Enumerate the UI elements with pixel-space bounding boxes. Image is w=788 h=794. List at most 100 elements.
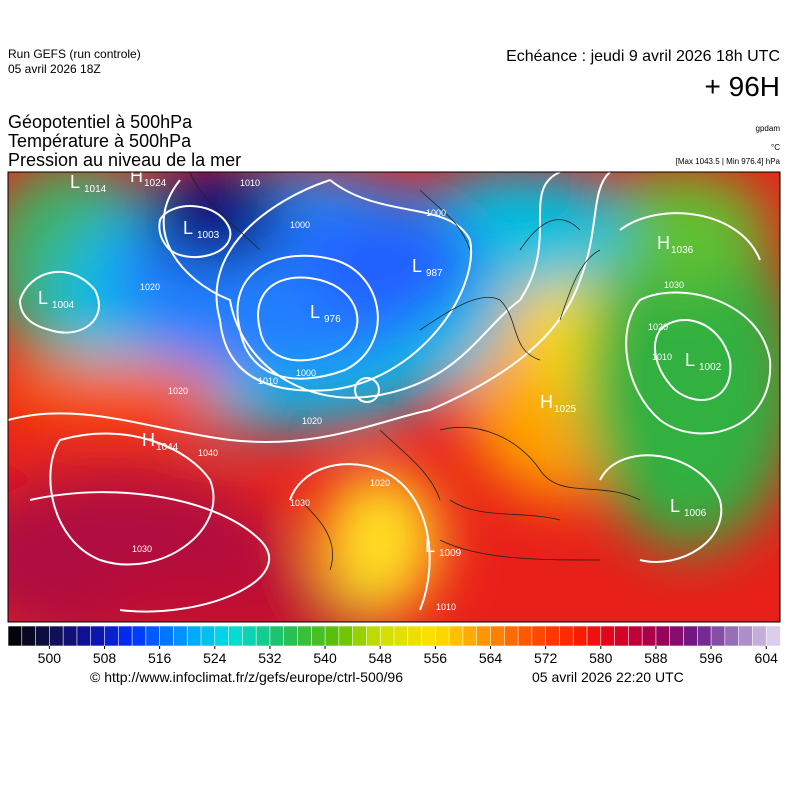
center-value: 987	[426, 268, 443, 279]
issued-time: 05 avril 2026 22:20 UTC	[532, 669, 684, 685]
isobar-label: 1030	[664, 280, 684, 290]
center-type: L	[412, 256, 422, 276]
center-value: 1036	[671, 245, 694, 256]
colorbar-swatch	[242, 625, 257, 647]
colorbar-swatch	[269, 625, 285, 647]
isobar-label: 1010	[258, 376, 278, 386]
colorbar-swatch	[628, 625, 643, 647]
center-type: L	[310, 302, 320, 322]
isobar	[625, 291, 772, 435]
isobar-label: 1010	[240, 178, 260, 188]
colorbar-swatch	[559, 625, 575, 647]
colorbar-swatch	[21, 625, 37, 647]
colorbar-tick-label: 556	[424, 650, 448, 666]
coastline	[189, 172, 641, 571]
map-frame	[7, 171, 781, 623]
center-value: 1002	[699, 362, 722, 373]
colorbar-swatch	[600, 625, 616, 647]
isobar-label: 1000	[290, 220, 310, 230]
isobars	[8, 172, 772, 613]
isobar-label: 1010	[436, 602, 456, 612]
title-line: Géopotentiel à 500hPa	[8, 112, 193, 132]
colorbar-swatch	[421, 625, 437, 647]
title-line: Température à 500hPa	[8, 131, 192, 151]
isobar-label: 1020	[168, 386, 188, 396]
isobar-label: 1000	[296, 368, 316, 378]
colorbar-swatch	[724, 625, 740, 647]
unit-label: gpdam	[756, 124, 781, 133]
colorbar-tick-label: 500	[38, 650, 62, 666]
colorbar-swatch	[738, 625, 754, 647]
colorbar-swatch	[490, 625, 506, 647]
colorbar-swatch	[104, 625, 120, 647]
colorbar-swatch	[35, 625, 51, 647]
colorbar-swatch	[545, 625, 561, 647]
isobar-label: 1000	[426, 208, 446, 218]
colorbar-swatch	[324, 625, 340, 647]
isobar	[257, 276, 359, 362]
source-url: © http://www.infoclimat.fr/z/gefs/europe…	[90, 669, 403, 685]
colorbar-swatch	[366, 625, 382, 647]
center-value: 1024	[144, 178, 167, 189]
isobar	[215, 179, 473, 392]
colorbar-swatch	[310, 625, 326, 647]
colorbar-swatch	[338, 625, 354, 647]
isobar-label: 1030	[290, 498, 310, 508]
isobar	[289, 463, 431, 611]
colorbar-tick-label: 508	[93, 650, 117, 666]
colorbar-swatch	[76, 625, 92, 647]
colorbar-swatch	[62, 625, 78, 647]
isobar-label: 1020	[140, 282, 160, 292]
colorbar-tick-label: 588	[644, 650, 668, 666]
colorbar-tick-label: 516	[148, 650, 172, 666]
colorbar-swatch	[49, 625, 64, 647]
colorbar-swatch	[228, 625, 244, 647]
colorbar: 500 508 516 524 532 540 548 556 564 572 580 588 596 6…	[7, 625, 781, 666]
colorbar-swatch	[614, 625, 630, 647]
center-value: 1044	[156, 442, 179, 453]
isobar	[49, 432, 215, 566]
isobar-label: 1020	[302, 416, 322, 426]
field-blob	[590, 172, 770, 290]
center-value: 1014	[84, 184, 107, 195]
isobar	[158, 205, 232, 259]
colorbar-tick-label: 532	[258, 650, 282, 666]
lead-time: + 96H	[705, 71, 781, 102]
colorbar-swatch	[572, 625, 588, 647]
colorbar-swatch	[669, 625, 685, 647]
center-value: 976	[324, 314, 341, 325]
colorbar-swatch	[476, 625, 492, 647]
title-line: Pression au niveau de la mer	[8, 150, 241, 170]
colorbar-swatch	[173, 625, 189, 647]
colorbar-swatch	[407, 625, 423, 647]
colorbar-swatch	[752, 625, 768, 647]
colorbar-tick-label: 564	[479, 650, 503, 666]
colorbar-tick-label: 596	[699, 650, 723, 666]
unit-label: °C	[771, 143, 780, 152]
colorbar-swatch	[7, 625, 23, 647]
isobar	[654, 319, 732, 401]
field-blob	[320, 470, 440, 610]
field-blob	[145, 172, 285, 265]
isobar	[599, 454, 723, 563]
center-type: L	[70, 172, 80, 192]
colorbar-swatch	[503, 625, 519, 647]
isobar	[8, 172, 611, 444]
center-type: H	[540, 392, 553, 412]
center-type: H	[657, 233, 670, 253]
pressure-range: [Max 1043.5 | Min 976.4] hPa	[676, 157, 781, 166]
colorbar-swatch	[131, 625, 147, 647]
colorbar-tick-label: 540	[313, 650, 337, 666]
colorbar-swatch	[283, 625, 299, 647]
colorbar-tick-label: 548	[369, 650, 393, 666]
temperature-field	[8, 172, 780, 622]
colorbar-swatch	[765, 625, 781, 647]
isobar	[162, 172, 561, 399]
colorbar-swatch	[517, 625, 533, 647]
colorbar-swatch	[214, 625, 230, 647]
colorbar-swatch	[200, 625, 216, 647]
center-type: L	[38, 288, 48, 308]
